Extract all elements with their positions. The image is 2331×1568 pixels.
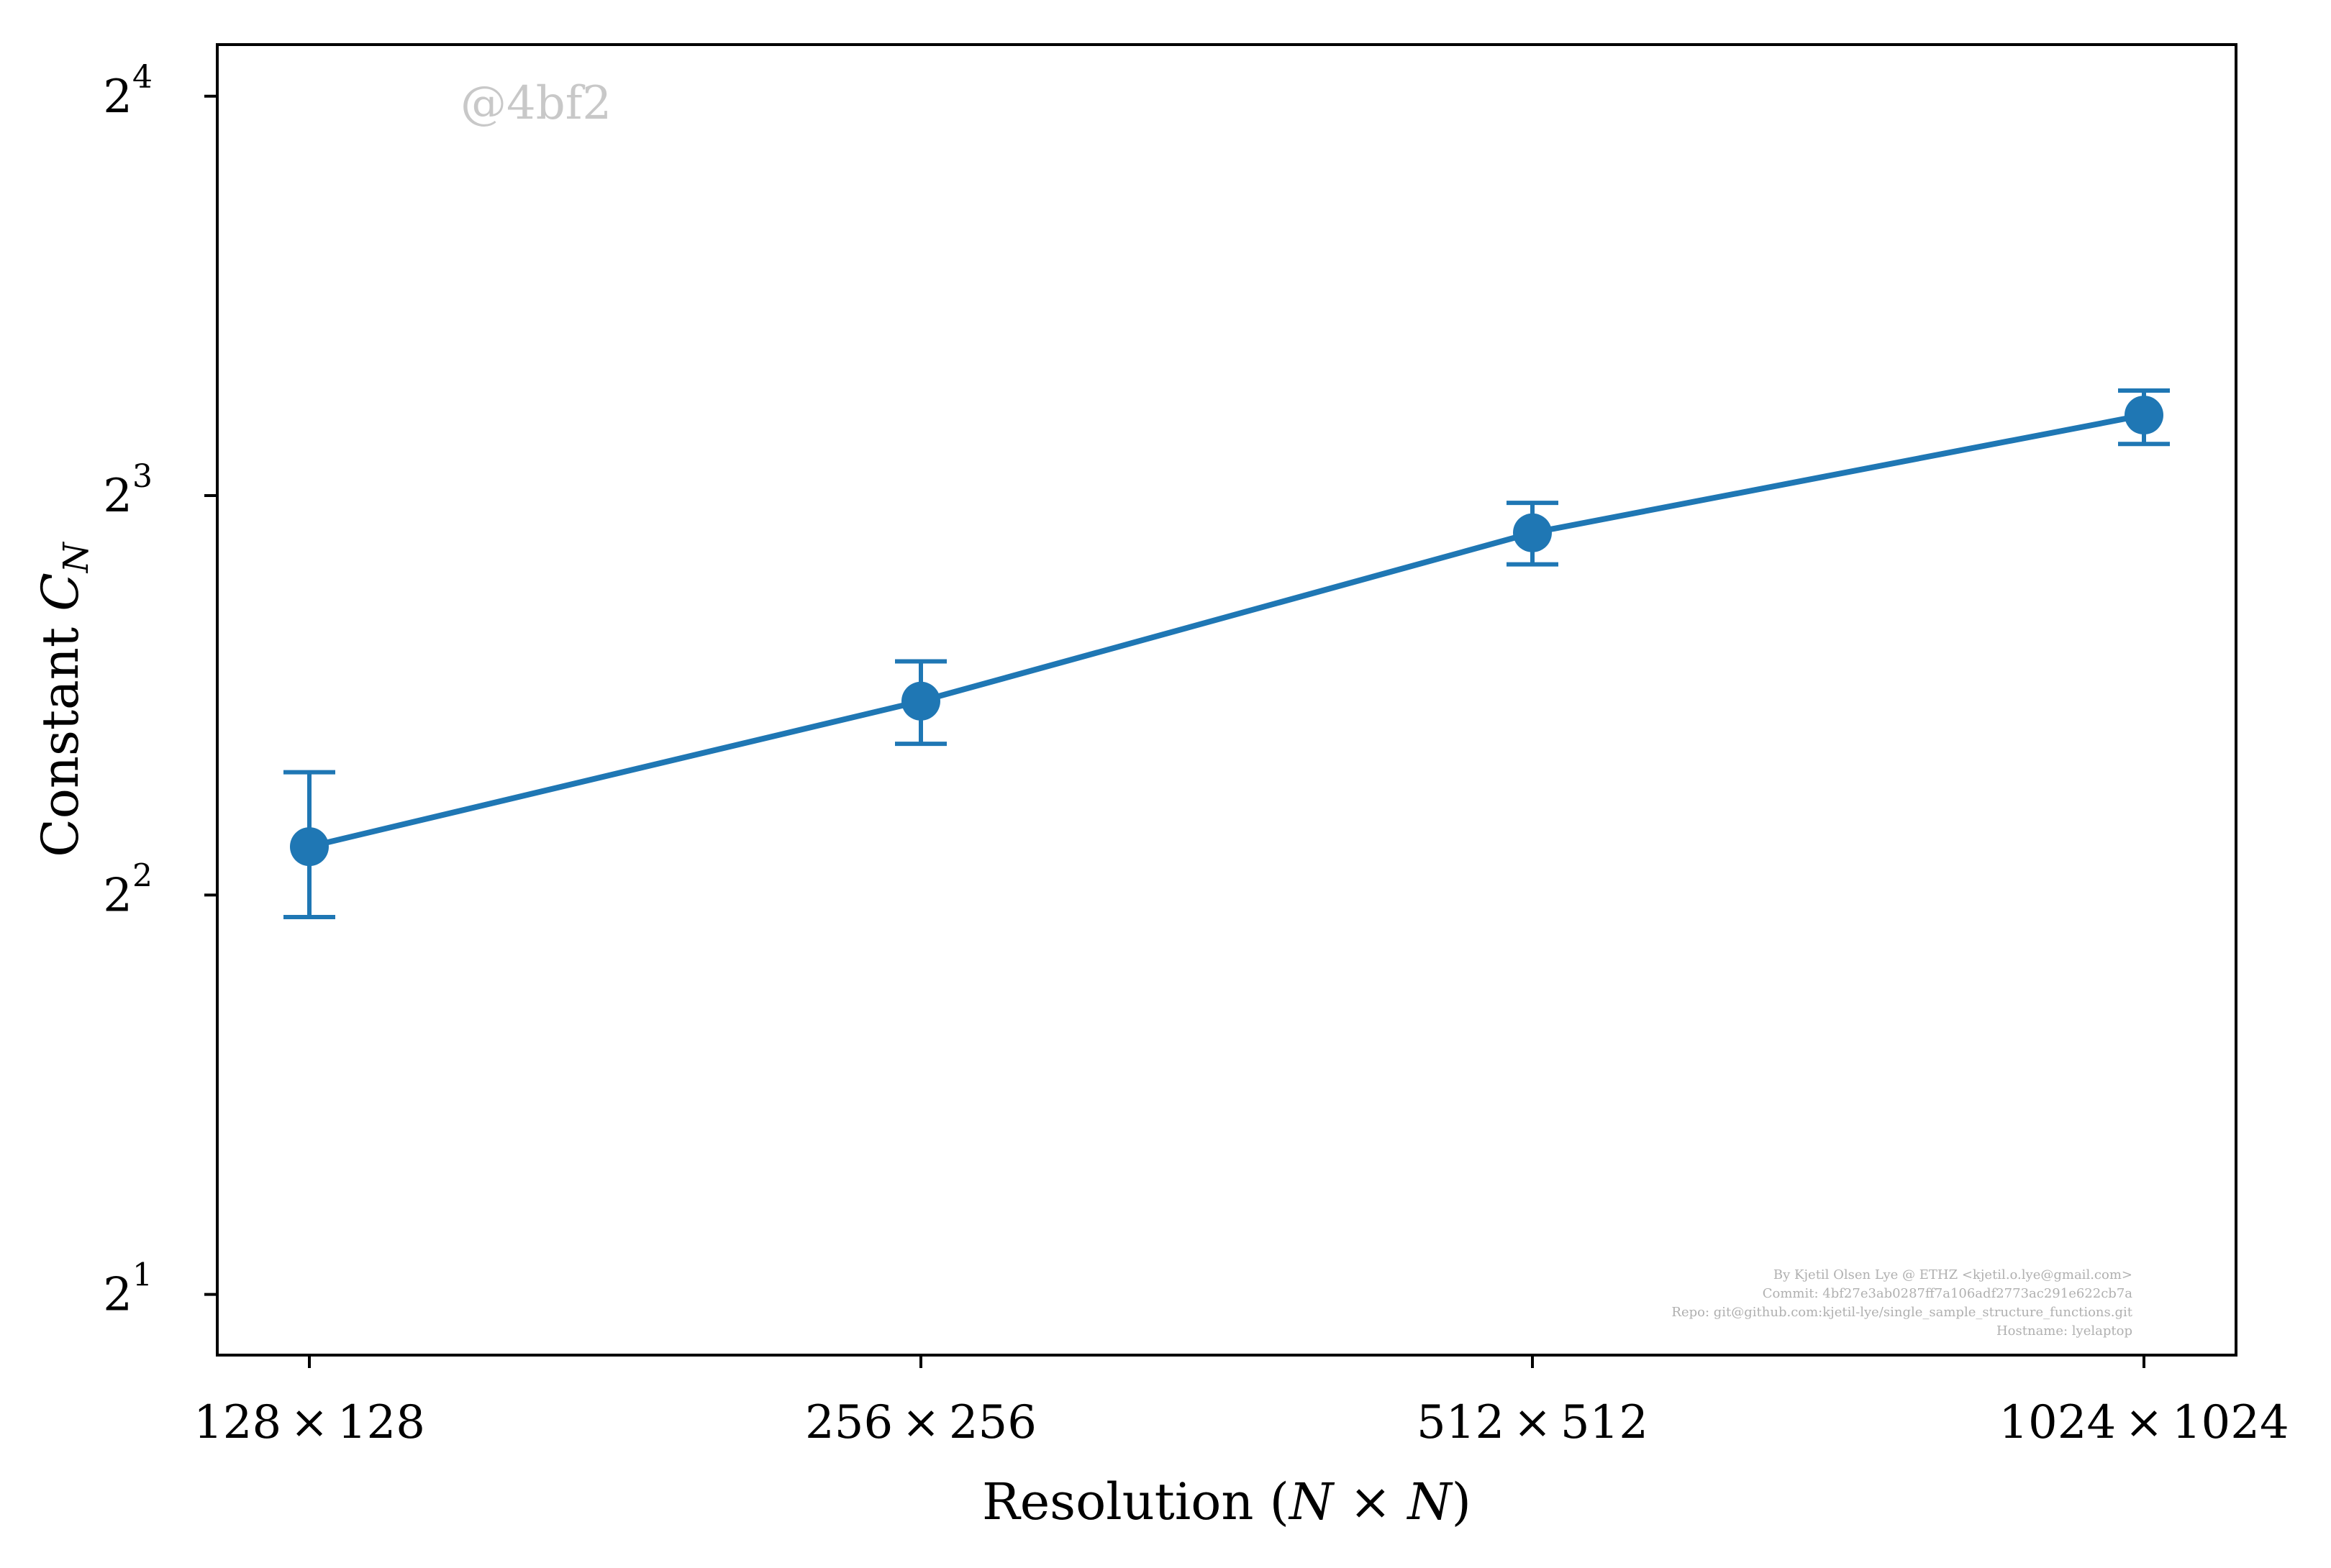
x-tick-label-op: × bbox=[1513, 1396, 1552, 1449]
x-tick-label-a: 512 bbox=[1417, 1396, 1504, 1449]
x-tick-label: 1024 × 1024 bbox=[1999, 1396, 2289, 1449]
x-tick-label-op: × bbox=[2125, 1396, 2163, 1449]
credits-block: By Kjetil Olsen Lye @ ETHZ <kjetil.o.lye… bbox=[1671, 1267, 2132, 1339]
x-tick-label-a: 256 bbox=[805, 1396, 893, 1449]
credit-line: Commit: 4bf27e3ab0287ff7a106adf2773ac291… bbox=[1763, 1286, 2133, 1301]
y-tick-label: 24 bbox=[103, 59, 153, 124]
series-line bbox=[309, 412, 2145, 850]
x-tick-label-b: 1024 bbox=[2172, 1396, 2289, 1449]
y-tick-label: 23 bbox=[103, 458, 153, 523]
x-tick-label-b: 512 bbox=[1560, 1396, 1648, 1449]
x-tick-label: 512 × 512 bbox=[1417, 1396, 1648, 1449]
credit-line: Repo: git@github.com:kjetil-lye/single_s… bbox=[1671, 1305, 2132, 1320]
credit-line: By Kjetil Olsen Lye @ ETHZ <kjetil.o.lye… bbox=[1773, 1267, 2132, 1282]
data-point bbox=[901, 681, 940, 721]
x-tick-label-a: 128 bbox=[194, 1396, 281, 1449]
watermark: @4bf2 bbox=[460, 77, 612, 130]
y-tick-exp: 2 bbox=[132, 857, 153, 894]
y-tick-base: 2 bbox=[103, 869, 132, 922]
credit-line: Hostname: lyelaptop bbox=[1996, 1323, 2132, 1339]
data-point bbox=[2125, 396, 2163, 435]
x-tick-label-a: 1024 bbox=[1999, 1396, 2116, 1449]
y-tick-label: 22 bbox=[103, 857, 153, 922]
y-tick-base: 2 bbox=[103, 70, 132, 124]
x-tick-label: 128 × 128 bbox=[194, 1396, 425, 1449]
plot-marks bbox=[283, 388, 2170, 919]
y-tick-exp: 1 bbox=[132, 1257, 153, 1294]
data-point bbox=[1513, 513, 1552, 552]
x-tick-label-b: 256 bbox=[949, 1396, 1037, 1449]
x-tick-label: 256 × 256 bbox=[805, 1396, 1037, 1449]
x-tick-label-op: × bbox=[901, 1396, 940, 1449]
y-tick-exp: 4 bbox=[132, 59, 153, 96]
y-tick-label: 21 bbox=[103, 1257, 153, 1322]
x-axis-label: Resolution (N × N) bbox=[982, 1472, 1471, 1531]
x-tick-label-op: × bbox=[290, 1396, 329, 1449]
y-tick-exp: 3 bbox=[132, 458, 153, 495]
x-tick-label-b: 128 bbox=[337, 1396, 425, 1449]
y-tick-base: 2 bbox=[103, 470, 132, 523]
data-point bbox=[290, 827, 329, 867]
y-axis-label: Constant CN bbox=[31, 541, 96, 857]
plot-frame bbox=[216, 43, 2237, 1357]
y-tick-base: 2 bbox=[103, 1269, 132, 1322]
